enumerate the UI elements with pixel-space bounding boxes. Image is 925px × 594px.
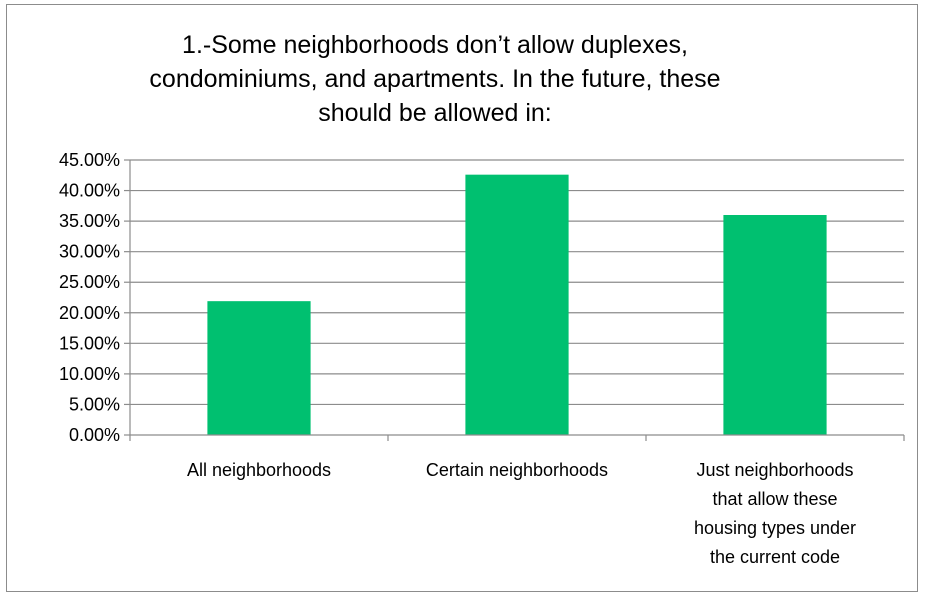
axes	[124, 159, 905, 441]
x-category-label-line: the current code	[709, 547, 841, 567]
bar	[207, 301, 311, 435]
y-tick-label: 5.00%	[69, 394, 120, 414]
y-tick-label: 20.00%	[59, 303, 120, 323]
x-category-label-line: All neighborhoods	[186, 460, 332, 480]
x-category-label: All neighborhoods	[130, 456, 388, 485]
y-tick-label: 35.00%	[59, 211, 120, 231]
bar	[465, 174, 569, 435]
y-tick-labels: 0.00% 5.00% 10.00% 15.00% 20.00% 25.00% 30.00%…	[59, 150, 120, 445]
y-tick-label: 25.00%	[59, 272, 120, 292]
y-tick-label: 0.00%	[69, 425, 120, 445]
x-category-label: Just neighborhoods that allow these housin…	[646, 456, 904, 572]
chart-title-line-2: condominiums, and apartments. In the fut…	[149, 65, 721, 93]
bar	[723, 215, 827, 435]
x-category-label-line: Certain neighborhoods	[425, 460, 609, 480]
chart-title: 1.-Some neighborhoods don’t allow duplex…	[60, 28, 810, 130]
x-category-label-line: Just neighborhoods	[696, 460, 854, 480]
y-tick-label: 40.00%	[59, 181, 120, 201]
x-category-label-line: that allow these	[712, 489, 838, 509]
chart-title-line-3: should be allowed in:	[318, 99, 552, 127]
y-tick-label: 15.00%	[59, 333, 120, 353]
y-tick-label: 10.00%	[59, 364, 120, 384]
x-category-label: Certain neighborhoods	[388, 456, 646, 485]
chart-title-line-1: 1.-Some neighborhoods don’t allow duplex…	[182, 31, 688, 59]
bars	[207, 174, 827, 435]
y-tick-label: 45.00%	[59, 150, 120, 170]
y-tick-label: 30.00%	[59, 242, 120, 262]
x-category-label-line: housing types under	[693, 518, 857, 538]
